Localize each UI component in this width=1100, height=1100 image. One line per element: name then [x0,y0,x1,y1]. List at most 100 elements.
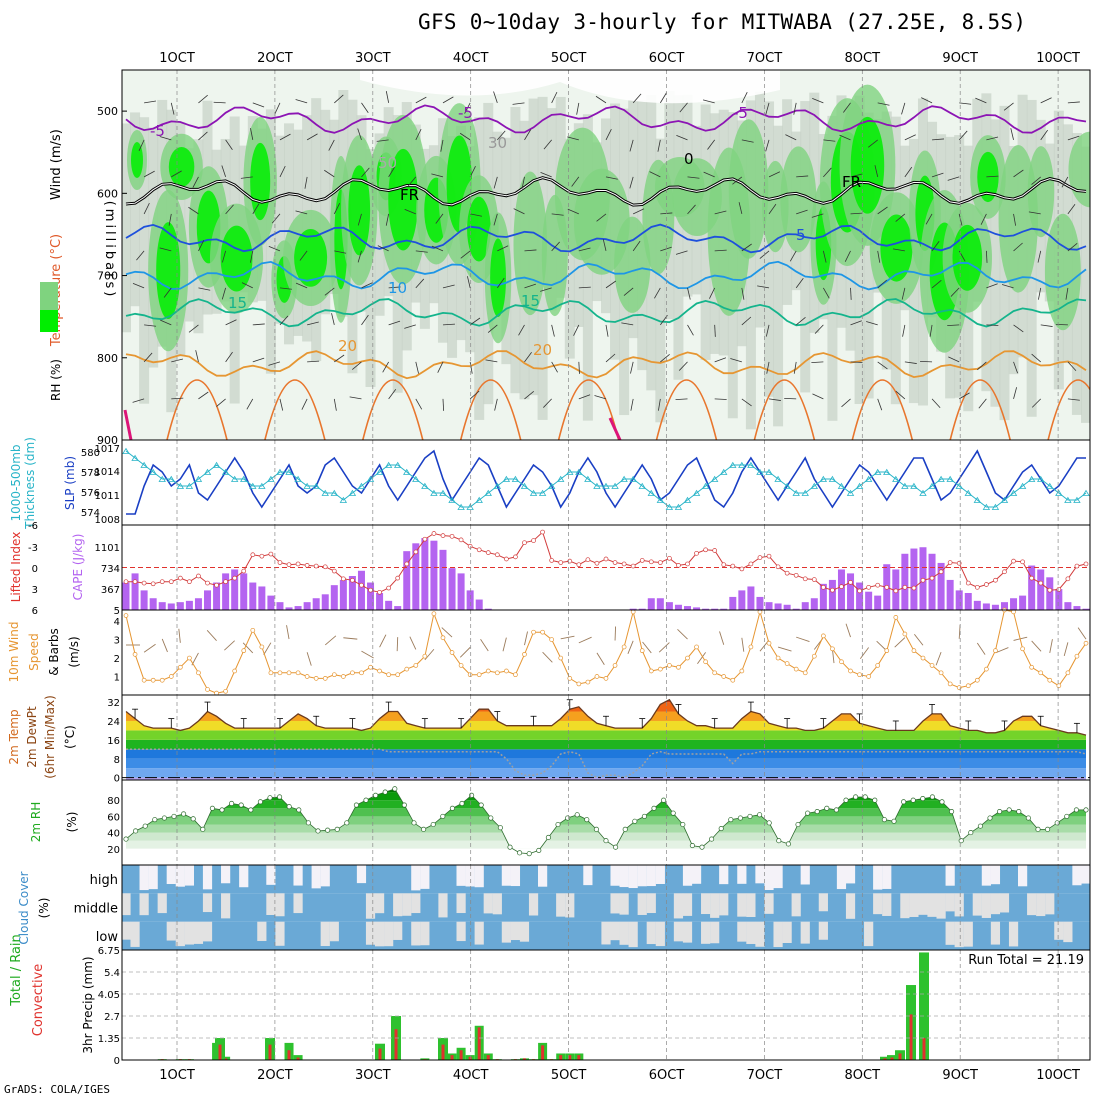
cloud-gap [909,893,919,917]
wind-barb [850,320,862,326]
temp-contour-25 [949,379,1011,440]
x-tick-label-bottom: 5OCT [551,1068,587,1083]
thickness-marker [1037,475,1045,482]
wind-barb [524,249,537,252]
thickness-marker [873,468,882,475]
cloud-gap [456,865,466,886]
wind-barb [512,102,525,105]
wind-barb [540,171,552,178]
wind-barb [143,170,155,178]
cloud-gap [945,893,955,912]
wind-barb [431,245,444,252]
wind-barb [271,213,281,224]
cloud-gap [1081,865,1091,884]
wind-barb [440,139,444,152]
thickness-marker [883,468,891,475]
li-marker [902,584,908,590]
li-marker [132,579,138,585]
li-tick: 0 [32,564,38,575]
cloud-gap [990,893,1001,915]
precip-tick: 6.75 [98,946,120,957]
thickness-marker [457,503,465,510]
wind-barb [709,287,716,299]
temp-contour-25 [362,379,424,440]
wind-barb [431,173,444,178]
slp-ylabel-right: SLP (mb) [63,456,77,510]
thickness-marker [384,461,393,468]
wind-barb [480,639,489,652]
thickness-marker [901,482,909,489]
thickness-marker [547,482,556,489]
cape-bar [1010,598,1018,610]
cape-bar [702,608,710,610]
wind-barb [143,643,156,653]
wind-barb [198,131,208,141]
li-marker [793,572,799,578]
wind-barb [198,239,205,252]
precip-convective-bar [378,1048,382,1060]
wind-barb [502,637,507,652]
temp-tick: 32 [107,698,120,709]
cape-bar [847,573,855,610]
rh-marker [603,838,609,844]
rh-marker [814,808,820,815]
wind-barb [361,282,373,289]
cape-bar [140,590,148,610]
rh-marker [632,818,638,824]
cloud-gap [981,893,991,918]
x-tick-label-bottom: 4OCT [453,1068,489,1083]
cape-bar [1055,589,1063,610]
wind-barb [524,283,536,289]
cloud-gap [420,921,430,946]
li-marker [304,563,310,568]
wind-speed-marker [531,629,536,635]
cloud-gap [374,893,385,914]
wind-barb [240,176,253,179]
wind-barb [206,629,217,641]
wind-speed-marker [694,644,699,650]
wind-speed-marker [467,672,473,678]
temp-band [126,749,1086,759]
wind-barb [551,241,560,252]
thickness-marker [991,503,1000,510]
x-tick-label-top: 1OCT [159,51,195,66]
wind-barb [602,239,607,251]
wind-barb [605,324,609,337]
thickness-marker [665,503,674,510]
wind-barb [469,361,473,374]
wind-barb [1040,129,1048,141]
thickness-marker [221,468,230,475]
li-marker [313,563,319,569]
cloud-gap [619,865,629,888]
temp-contour-25 [655,379,718,440]
li-marker [549,558,555,563]
rh-marker [411,820,417,826]
wind-speed-marker [558,655,564,661]
cape-bar [439,549,447,610]
rh-marker [536,847,542,853]
thickness-marker [1009,489,1018,496]
wind-barb [839,134,851,141]
cape-bar [194,598,202,610]
thickness-tick: 580 [81,448,100,459]
wind-barb [388,286,401,289]
wind-ylabel: 10m Wind Speed & Barbs (m/s) [7,622,81,683]
cloud-gap [637,893,647,915]
cape-bar [466,590,474,610]
precip-tick: 0 [114,1056,120,1067]
cape-bar [321,594,329,610]
wind-barb [442,323,455,326]
wind-barb [497,245,509,252]
li-marker [603,556,609,562]
rh-marker [757,812,763,818]
wind-barb [331,313,335,325]
wind-barb [977,361,987,371]
thickness-marker [321,489,329,496]
wind-barb [986,283,998,289]
precip-convective-bar [441,1044,445,1060]
wind-barb [1065,287,1069,300]
wind-barb [1067,361,1077,372]
thickness-marker [864,475,873,482]
wind-barb [811,361,824,364]
precip-convective-bar [287,1050,291,1060]
